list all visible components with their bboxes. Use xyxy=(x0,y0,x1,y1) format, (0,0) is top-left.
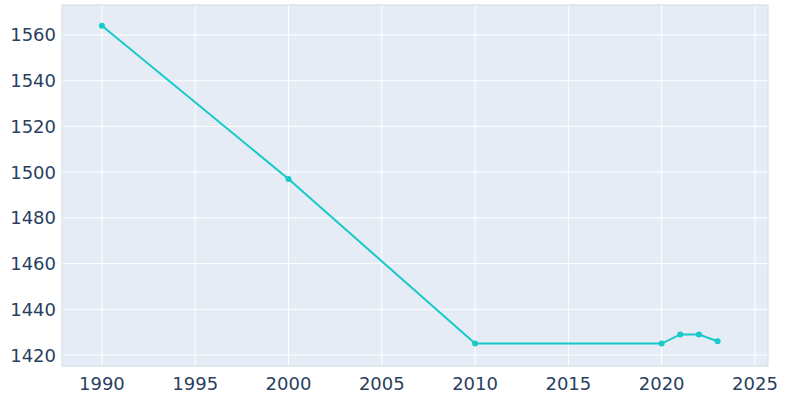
y-grid-line xyxy=(62,355,768,356)
x-grid-line xyxy=(101,5,102,366)
x-grid-line xyxy=(381,5,382,366)
x-tick-label: 1990 xyxy=(79,373,125,394)
y-grid-line xyxy=(62,217,768,218)
data-point xyxy=(715,338,721,344)
chart-svg: 1990 1995 2000 2005 2010 2015 2020 2025 1420 1440… xyxy=(0,0,800,400)
data-point xyxy=(696,331,702,337)
y-grid-line xyxy=(62,263,768,264)
y-grid-line xyxy=(62,309,768,310)
grid xyxy=(62,5,768,366)
x-tick-label: 2025 xyxy=(732,373,778,394)
y-grid-line xyxy=(62,172,768,173)
y-grid-line xyxy=(62,126,768,127)
chart-container: 1990 1995 2000 2005 2010 2015 2020 2025 1420 1440… xyxy=(0,0,800,400)
x-grid-line xyxy=(475,5,476,366)
data-line xyxy=(102,26,718,344)
y-tick-label: 1560 xyxy=(10,24,56,45)
data-point xyxy=(677,331,683,337)
x-tick-label: 2020 xyxy=(639,373,685,394)
y-tick-label: 1540 xyxy=(10,70,56,91)
x-tick-label: 2010 xyxy=(452,373,498,394)
data-point xyxy=(472,341,478,347)
plot-background xyxy=(62,5,768,366)
x-tick-label: 2000 xyxy=(266,373,312,394)
y-grid-line xyxy=(62,34,768,35)
x-grid-line xyxy=(568,5,569,366)
data-layer xyxy=(99,23,721,347)
y-tick-label: 1480 xyxy=(10,207,56,228)
x-grid-line xyxy=(195,5,196,366)
x-tick-label: 1995 xyxy=(172,373,218,394)
y-tick-label: 1520 xyxy=(10,116,56,137)
y-tick-label: 1440 xyxy=(10,299,56,320)
y-tick-label: 1500 xyxy=(10,162,56,183)
data-point xyxy=(659,341,665,347)
data-point xyxy=(99,23,105,29)
data-point xyxy=(286,176,292,182)
x-tick-label: 2005 xyxy=(359,373,405,394)
x-tick-label: 2015 xyxy=(545,373,591,394)
tick-labels: 1990 1995 2000 2005 2010 2015 2020 2025 1420 1440… xyxy=(10,24,778,394)
y-tick-label: 1420 xyxy=(10,345,56,366)
x-grid-line xyxy=(661,5,662,366)
x-grid-line xyxy=(288,5,289,366)
y-tick-label: 1460 xyxy=(10,253,56,274)
plot-frame xyxy=(62,5,768,366)
x-grid-line xyxy=(754,5,755,366)
